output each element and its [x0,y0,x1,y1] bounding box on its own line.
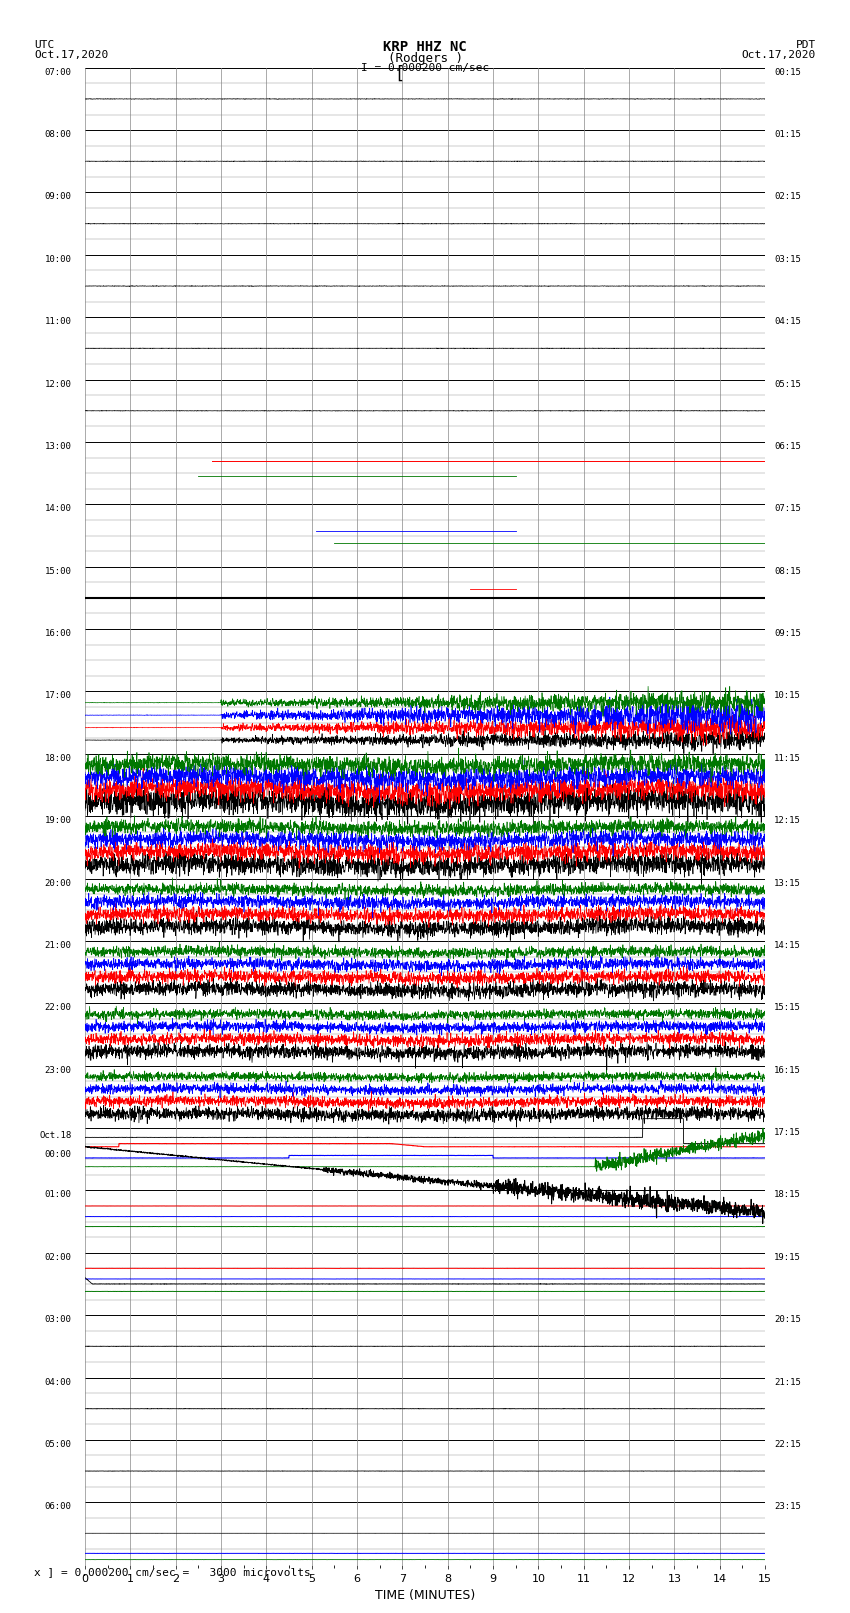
Text: 22:00: 22:00 [44,1003,71,1013]
Text: 22:15: 22:15 [774,1440,801,1448]
Text: Oct.17,2020: Oct.17,2020 [742,50,816,60]
Text: UTC: UTC [34,40,54,50]
Text: 06:15: 06:15 [774,442,801,452]
Text: PDT: PDT [796,40,816,50]
Text: KRP HHZ NC: KRP HHZ NC [383,40,467,55]
Text: 16:15: 16:15 [774,1066,801,1074]
Text: 06:00: 06:00 [44,1502,71,1511]
Text: 20:15: 20:15 [774,1315,801,1324]
Text: 02:00: 02:00 [44,1253,71,1261]
Text: 05:15: 05:15 [774,379,801,389]
Text: 02:15: 02:15 [774,192,801,202]
Text: 03:15: 03:15 [774,255,801,265]
Text: 11:00: 11:00 [44,318,71,326]
Text: 21:00: 21:00 [44,940,71,950]
Text: 03:00: 03:00 [44,1315,71,1324]
Text: 00:00: 00:00 [44,1150,71,1158]
Text: 10:00: 10:00 [44,255,71,265]
Text: 13:00: 13:00 [44,442,71,452]
Text: 05:00: 05:00 [44,1440,71,1448]
Text: 04:00: 04:00 [44,1378,71,1387]
Text: 14:00: 14:00 [44,505,71,513]
Text: 20:00: 20:00 [44,879,71,887]
Text: 11:15: 11:15 [774,753,801,763]
Text: 10:15: 10:15 [774,692,801,700]
Text: 15:15: 15:15 [774,1003,801,1013]
Text: x ] = 0.000200 cm/sec =   3000 microvolts: x ] = 0.000200 cm/sec = 3000 microvolts [34,1568,311,1578]
Text: 15:00: 15:00 [44,566,71,576]
Text: 08:00: 08:00 [44,131,71,139]
Text: 01:15: 01:15 [774,131,801,139]
Text: 01:00: 01:00 [44,1190,71,1200]
Text: 17:15: 17:15 [774,1127,801,1137]
Text: 08:15: 08:15 [774,566,801,576]
Text: (Rodgers ): (Rodgers ) [388,52,462,65]
Text: 18:15: 18:15 [774,1190,801,1200]
Text: 21:15: 21:15 [774,1378,801,1387]
Text: 17:00: 17:00 [44,692,71,700]
Text: 09:00: 09:00 [44,192,71,202]
Text: 23:15: 23:15 [774,1502,801,1511]
Text: 00:15: 00:15 [774,68,801,77]
Text: 14:15: 14:15 [774,940,801,950]
Text: 23:00: 23:00 [44,1066,71,1074]
Text: [: [ [394,65,405,82]
Text: 04:15: 04:15 [774,318,801,326]
Text: 12:15: 12:15 [774,816,801,826]
Text: 13:15: 13:15 [774,879,801,887]
Text: Oct.17,2020: Oct.17,2020 [34,50,108,60]
Text: 19:15: 19:15 [774,1253,801,1261]
Text: 19:00: 19:00 [44,816,71,826]
Text: 12:00: 12:00 [44,379,71,389]
Text: 07:00: 07:00 [44,68,71,77]
Text: Oct.18: Oct.18 [39,1131,71,1140]
Text: 16:00: 16:00 [44,629,71,639]
X-axis label: TIME (MINUTES): TIME (MINUTES) [375,1589,475,1602]
Text: 07:15: 07:15 [774,505,801,513]
Text: 09:15: 09:15 [774,629,801,639]
Text: I = 0.000200 cm/sec: I = 0.000200 cm/sec [361,63,489,73]
Text: 18:00: 18:00 [44,753,71,763]
